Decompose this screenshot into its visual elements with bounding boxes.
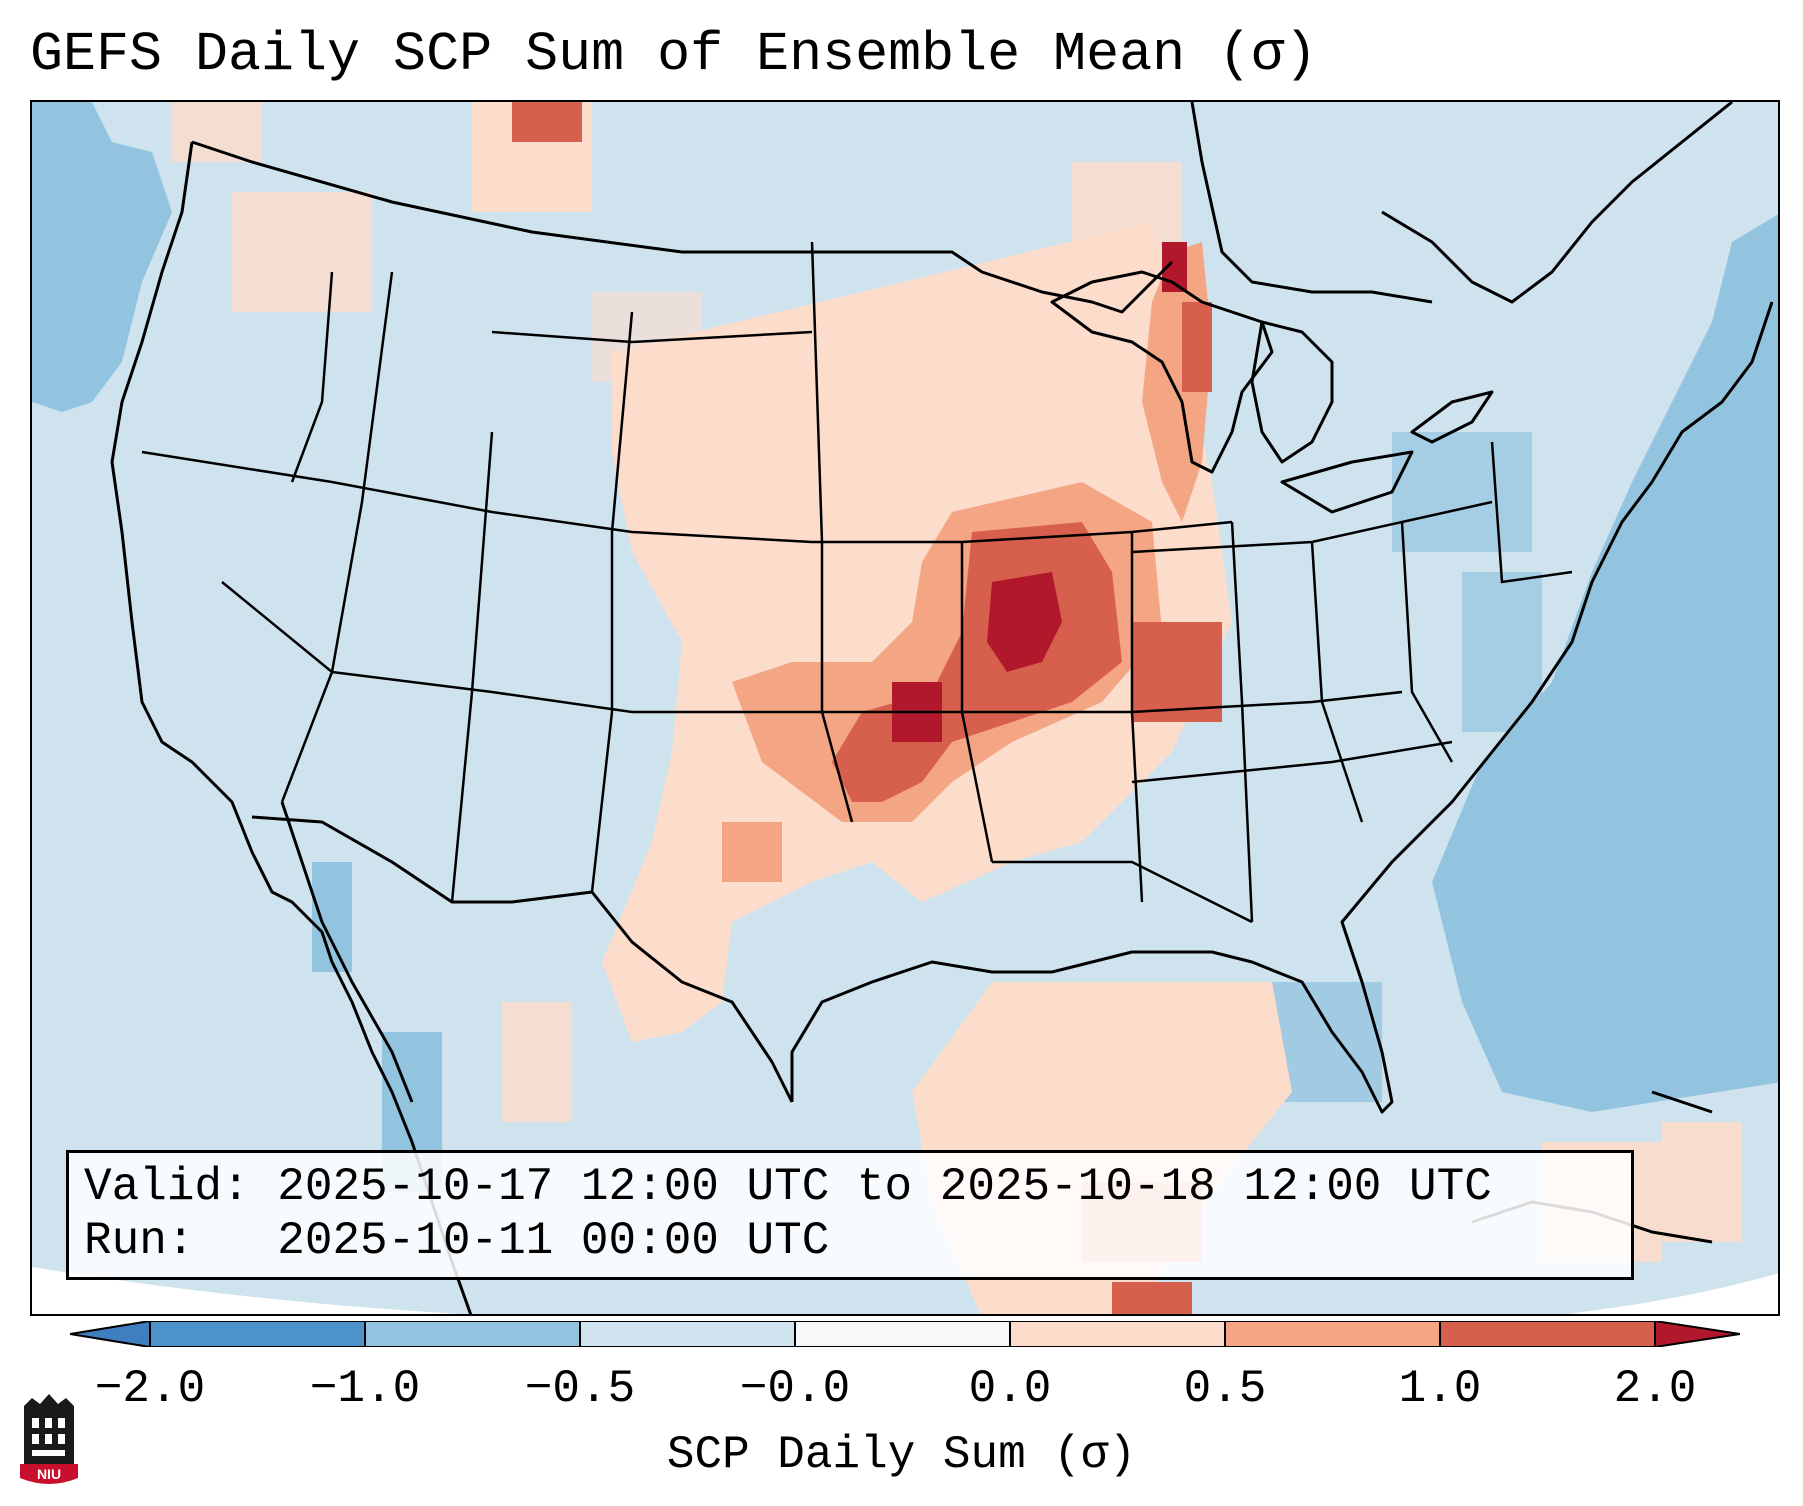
atlantic-anomaly: [1432, 214, 1778, 1112]
map-panel: Valid: 2025-10-17 12:00 UTC to 2025-10-1…: [30, 100, 1780, 1316]
colorbar-bin-1: [150, 1321, 365, 1347]
colorbar-tick-label: 0.5: [1183, 1363, 1267, 1415]
baja-coast: [280, 801, 414, 1103]
miss-border: [1130, 532, 1144, 903]
colorbar-ticks: [149, 1321, 1656, 1347]
plains-border: [810, 241, 854, 823]
colorbar-tick-label: 0.0: [968, 1363, 1052, 1415]
state-line-north: [141, 450, 1233, 544]
colorbar-tick-label: −2.0: [94, 1363, 206, 1415]
colorbar-extend-low: [70, 1321, 150, 1347]
valid-run-infobox: Valid: 2025-10-17 12:00 UTC to 2025-10-1…: [66, 1150, 1634, 1280]
colorbar-bin-3: [580, 1321, 795, 1347]
niu-logo-windows-icon: [32, 1418, 65, 1456]
colorbar: [70, 1321, 1740, 1347]
baja-anomaly: [312, 862, 352, 972]
colorbar-tick-label: −0.0: [739, 1363, 851, 1415]
pa-border: [1490, 441, 1573, 584]
us-canada-border: [191, 140, 1174, 314]
colorbar-bin-2: [365, 1321, 580, 1347]
state-line-mid: [331, 670, 1403, 714]
lake-ontario: [1410, 390, 1494, 444]
mo-border: [960, 542, 994, 863]
run-time: Run: 2025-10-11 00:00 UTC: [84, 1215, 830, 1267]
colorbar-bin-6: [1225, 1321, 1440, 1347]
alabama-border: [1230, 521, 1254, 923]
bahamas: [1651, 1090, 1713, 1114]
colorbar-bin-5: [1010, 1321, 1225, 1347]
colorbar-label: SCP Daily Sum (σ): [666, 1429, 1137, 1481]
gulf-state-line: [992, 860, 1253, 924]
state-borders: [141, 241, 1573, 924]
gulf-east-coast: [790, 301, 1774, 1114]
utah-border: [330, 271, 394, 673]
midatlantic-anomaly: [1462, 572, 1542, 732]
valid-time: Valid: 2025-10-17 12:00 UTC to 2025-10-1…: [84, 1161, 1492, 1213]
lake-superior-michigan: [1050, 270, 1274, 474]
colorbar-bin-7: [1440, 1321, 1655, 1347]
az-nm-border: [450, 431, 494, 903]
canada-north: [1190, 102, 1433, 304]
niu-logo-shield-icon: [20, 1464, 78, 1484]
niu-logo: NIU: [20, 1394, 78, 1484]
colorbar-extend-high: [1655, 1321, 1740, 1347]
niu-logo-tower-icon: [24, 1394, 74, 1464]
pacific-anomaly: [32, 102, 172, 412]
page-title: GEFS Daily SCP Sum of Ensemble Mean (σ): [30, 23, 1318, 86]
ne-anomaly: [1392, 432, 1532, 552]
carolina-border: [1400, 521, 1454, 763]
nm-tx-border: [590, 311, 634, 893]
projection-edge-right: [1566, 1273, 1778, 1314]
wy-line: [491, 330, 813, 344]
idaho-border: [290, 271, 334, 483]
colorbar-bin-4: [795, 1321, 1010, 1347]
projection-edge: [32, 1267, 462, 1314]
colorbar-tick-label: 2.0: [1613, 1363, 1697, 1415]
colorbar-tick-label: −1.0: [309, 1363, 421, 1415]
map-svg: [32, 102, 1778, 1314]
niu-logo-text: NIU: [37, 1466, 61, 1482]
colorbar-tick-label: 1.0: [1398, 1363, 1482, 1415]
tn-line: [1131, 740, 1453, 784]
georgia-border: [1310, 541, 1364, 823]
ohio-line: [1131, 500, 1493, 554]
canada-east: [1381, 102, 1733, 304]
lake-huron: [1250, 320, 1334, 464]
west-coast: [110, 141, 473, 1314]
colorbar-tick-label: −0.5: [524, 1363, 636, 1415]
lake-erie: [1280, 450, 1414, 514]
